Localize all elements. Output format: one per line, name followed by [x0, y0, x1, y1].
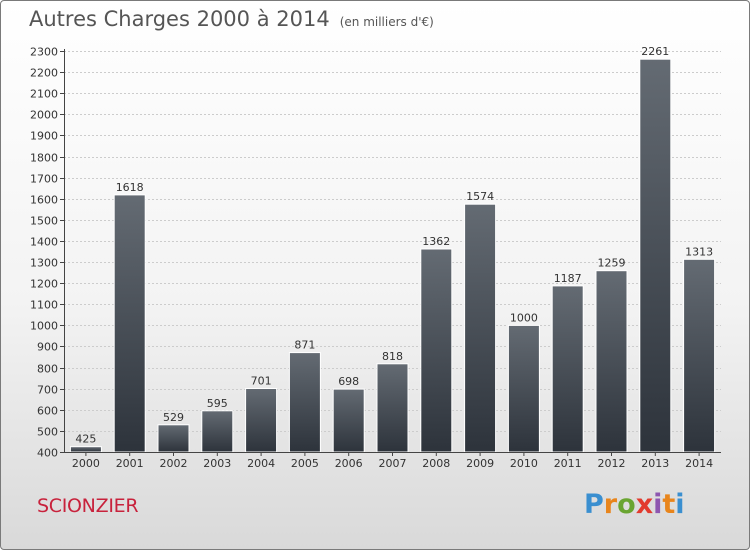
y-tick-label: 2200: [30, 67, 58, 80]
y-tick-label: 800: [37, 363, 58, 376]
logo-letter: i: [675, 489, 685, 520]
bar-2012[interactable]: [595, 270, 628, 453]
y-tick-label: 400: [37, 447, 58, 460]
y-tick-label: 1600: [30, 194, 58, 207]
bar-2003[interactable]: [201, 410, 234, 453]
y-tick-label: 1900: [30, 130, 58, 143]
y-tick-label: 1800: [30, 152, 58, 165]
bar-2014[interactable]: [683, 258, 716, 453]
y-tick-label: 1000: [30, 320, 58, 333]
x-tick-label-2013: 2013: [641, 457, 669, 470]
axis-layer: 400 500 600 700 800 900 1000 1100 1200 1300 1400 15…: [30, 46, 721, 470]
x-tick-label-2008: 2008: [422, 457, 450, 470]
y-tick-label: 1300: [30, 257, 58, 270]
x-tick-label-2005: 2005: [291, 457, 319, 470]
y-tick-label: 1500: [30, 215, 58, 228]
y-tick-label: 600: [37, 405, 58, 418]
value-label-2010: 1000: [510, 311, 538, 324]
x-tick-label-2000: 2000: [72, 457, 100, 470]
chart-subtitle: (en milliers d'€): [339, 15, 434, 29]
x-tick-label-2011: 2011: [554, 457, 582, 470]
bar-2010[interactable]: [507, 324, 540, 453]
value-label-2001: 1618: [116, 181, 144, 194]
bar-2011[interactable]: [551, 285, 584, 453]
x-tick-label-2006: 2006: [335, 457, 363, 470]
bar-2013[interactable]: [639, 58, 672, 453]
bar-2006[interactable]: [332, 388, 365, 453]
logo-letter: t: [662, 489, 676, 520]
bar-2002[interactable]: [157, 424, 190, 453]
y-tick-label: 900: [37, 341, 58, 354]
chart-title-text: Autres Charges 2000 à 2014: [29, 7, 330, 31]
value-label-2011: 1187: [554, 272, 582, 285]
y-tick-label: 2300: [30, 46, 58, 59]
x-tick-label-2014: 2014: [685, 457, 713, 470]
bar-2005[interactable]: [288, 352, 321, 453]
chart-title: Autres Charges 2000 à 2014 (en milliers d…: [29, 7, 434, 31]
x-tick-label-2004: 2004: [247, 457, 275, 470]
proxiti-logo[interactable]: Proxiti: [584, 489, 685, 520]
logo-letter: r: [603, 489, 618, 520]
y-tick-label: 1200: [30, 278, 58, 291]
value-label-2014: 1313: [685, 245, 713, 258]
value-label-2004: 701: [251, 375, 272, 388]
x-tick-label-2001: 2001: [116, 457, 144, 470]
y-tick-label: 2100: [30, 88, 58, 101]
x-tick-label-2012: 2012: [598, 457, 626, 470]
y-tick-label: 1400: [30, 236, 58, 249]
logo-letter: i: [653, 489, 663, 520]
bar-2007[interactable]: [376, 363, 409, 453]
x-tick-label-2003: 2003: [203, 457, 231, 470]
logo-letter: x: [635, 489, 654, 520]
logo-letter: o: [617, 489, 636, 520]
x-tick-label-2009: 2009: [466, 457, 494, 470]
bar-2008[interactable]: [420, 248, 453, 453]
value-label-2002: 529: [163, 411, 184, 424]
value-label-2013: 2261: [641, 45, 669, 58]
value-label-2006: 698: [338, 375, 359, 388]
commune-name: SCIONZIER: [37, 495, 139, 517]
value-label-2003: 595: [207, 397, 228, 410]
value-label-2007: 818: [382, 350, 403, 363]
y-tick-label: 2000: [30, 109, 58, 122]
bar-2009[interactable]: [464, 203, 497, 453]
value-label-2009: 1574: [466, 190, 494, 203]
bar-2000[interactable]: [69, 446, 102, 453]
value-label-2012: 1259: [598, 257, 626, 270]
value-label-2008: 1362: [422, 235, 450, 248]
bars-layer: 425 1618 529 595 701 871 698 818 1362 1574 1000 118…: [69, 45, 716, 453]
value-label-2005: 871: [294, 339, 315, 352]
value-label-2000: 425: [75, 433, 96, 446]
x-tick-label-2010: 2010: [510, 457, 538, 470]
bar-2001[interactable]: [113, 194, 146, 453]
y-tick-label: 700: [37, 384, 58, 397]
y-tick-label: 1100: [30, 299, 58, 312]
bar-2004[interactable]: [245, 388, 278, 453]
logo-letter: P: [584, 489, 604, 520]
y-tick-label: 500: [37, 426, 58, 439]
x-tick-label-2007: 2007: [379, 457, 407, 470]
y-tick-label: 1700: [30, 173, 58, 186]
x-tick-label-2002: 2002: [160, 457, 188, 470]
